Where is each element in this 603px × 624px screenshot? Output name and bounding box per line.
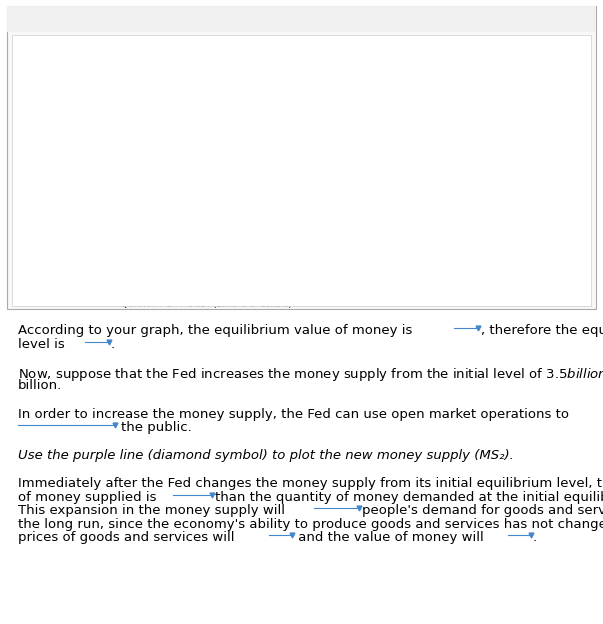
Text: 2: 2 <box>391 218 395 227</box>
Text: MS: MS <box>363 94 378 104</box>
Text: than the quantity of money demanded at the initial equilibrium.: than the quantity of money demanded at t… <box>215 491 603 504</box>
Text: 1: 1 <box>391 104 395 113</box>
Text: .: . <box>111 338 115 351</box>
X-axis label: QUANTITY OF MONEY (Billions of dollars): QUANTITY OF MONEY (Billions of dollars) <box>121 300 292 309</box>
Text: ?: ? <box>552 11 559 24</box>
Text: Immediately after the Fed changes the money supply from its initial equilibrium : Immediately after the Fed changes the mo… <box>18 477 603 490</box>
Circle shape <box>540 6 570 29</box>
Text: prices of goods and services will: prices of goods and services will <box>18 531 239 544</box>
Text: According to your graph, the equilibrium value of money is: According to your graph, the equilibrium… <box>18 324 417 338</box>
Text: billion.: billion. <box>18 379 62 392</box>
Y-axis label: VALUE OF MONEY: VALUE OF MONEY <box>27 127 36 201</box>
Text: the long run, since the economy's ability to produce goods and services has not : the long run, since the economy's abilit… <box>18 518 603 530</box>
Text: the public.: the public. <box>121 421 191 434</box>
Text: Now, suppose that the Fed increases the money supply from the initial level of $: Now, suppose that the Fed increases the … <box>18 366 603 383</box>
Text: level is: level is <box>18 338 69 351</box>
Text: Use the purple line (diamond symbol) to plot the new money supply (MS₂).: Use the purple line (diamond symbol) to … <box>18 449 514 462</box>
Text: , therefore the equilibrium price: , therefore the equilibrium price <box>481 324 603 338</box>
Text: Money Demand: Money Demand <box>363 151 440 161</box>
Text: This expansion in the money supply will: This expansion in the money supply will <box>18 504 289 517</box>
Text: people's demand for goods and services. In: people's demand for goods and services. … <box>362 504 603 517</box>
Text: of money supplied is: of money supplied is <box>18 491 161 504</box>
Text: In order to increase the money supply, the Fed can use open market operations to: In order to increase the money supply, t… <box>18 407 569 421</box>
Text: MS: MS <box>363 208 378 218</box>
Text: .: . <box>533 531 537 544</box>
Text: and the value of money will: and the value of money will <box>294 531 488 544</box>
